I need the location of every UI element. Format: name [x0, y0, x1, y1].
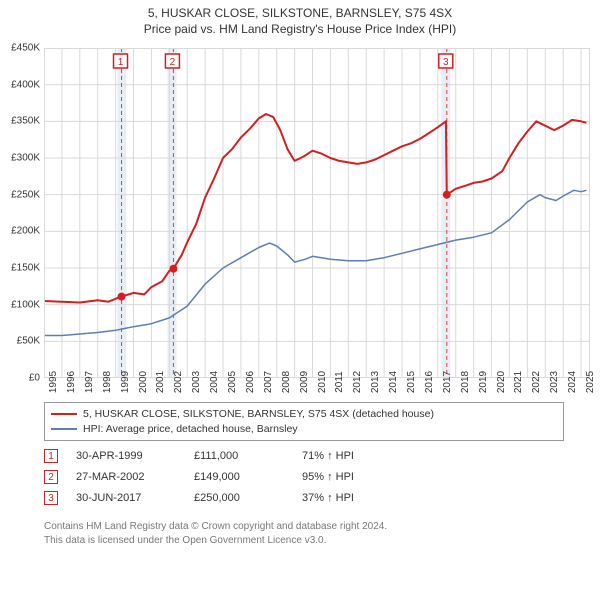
event-row: 1 30-APR-1999 £111,000 71% ↑ HPI [44, 446, 564, 467]
event-hpi: 71% ↑ HPI [302, 446, 392, 467]
y-tick-label: £300K [4, 153, 40, 164]
x-tick-label: 2013 [370, 371, 381, 393]
svg-text:1: 1 [118, 57, 124, 68]
chart-title-line1: 5, HUSKAR CLOSE, SILKSTONE, BARNSLEY, S7… [0, 6, 600, 22]
event-hpi: 37% ↑ HPI [302, 488, 392, 509]
plot-svg: 1 2 3 [44, 48, 590, 378]
x-tick-label: 2004 [209, 371, 220, 393]
x-tick-label: 1995 [48, 371, 59, 393]
y-tick-label: £0 [4, 373, 40, 384]
x-tick-label: 2007 [263, 371, 274, 393]
legend-swatch-1 [51, 413, 77, 415]
y-tick-label: £450K [4, 43, 40, 54]
event-badge: 2 [44, 470, 58, 484]
x-tick-label: 2010 [317, 371, 328, 393]
event-date: 30-JUN-2017 [76, 488, 176, 509]
footer-line1: Contains HM Land Registry data © Crown c… [44, 520, 564, 534]
legend-label: HPI: Average price, detached house, Barn… [83, 422, 298, 437]
x-tick-label: 2020 [496, 371, 507, 393]
x-tick-label: 2024 [567, 371, 578, 393]
y-tick-label: £250K [4, 189, 40, 200]
event-date: 27-MAR-2002 [76, 467, 176, 488]
chart-titles: 5, HUSKAR CLOSE, SILKSTONE, BARNSLEY, S7… [0, 0, 600, 37]
x-tick-label: 2001 [155, 371, 166, 393]
x-tick-label: 2002 [173, 371, 184, 393]
y-tick-label: £100K [4, 299, 40, 310]
x-tick-label: 2014 [388, 371, 399, 393]
x-tick-label: 1996 [66, 371, 77, 393]
x-tick-label: 2012 [352, 371, 363, 393]
x-tick-label: 2017 [442, 371, 453, 393]
x-tick-label: 1999 [120, 371, 131, 393]
event-row: 2 27-MAR-2002 £149,000 95% ↑ HPI [44, 467, 564, 488]
event-badge: 1 [44, 449, 58, 463]
footer-attribution: Contains HM Land Registry data © Crown c… [44, 520, 564, 547]
x-tick-label: 2003 [191, 371, 202, 393]
x-tick-label: 2006 [245, 371, 256, 393]
legend-swatch-2 [51, 428, 77, 430]
x-tick-label: 2009 [299, 371, 310, 393]
event-price: £111,000 [194, 446, 284, 467]
event-date: 30-APR-1999 [76, 446, 176, 467]
x-tick-label: 2000 [138, 371, 149, 393]
x-tick-label: 2015 [406, 371, 417, 393]
x-tick-label: 1998 [102, 371, 113, 393]
x-tick-label: 2011 [334, 371, 345, 393]
x-tick-label: 2005 [227, 371, 238, 393]
event-badge: 3 [44, 491, 58, 505]
svg-text:3: 3 [443, 57, 449, 68]
y-tick-label: £150K [4, 263, 40, 274]
chart-container: 5, HUSKAR CLOSE, SILKSTONE, BARNSLEY, S7… [0, 0, 600, 590]
chart-title-line2: Price paid vs. HM Land Registry's House … [0, 22, 600, 38]
x-tick-label: 2016 [424, 371, 435, 393]
footer-line2: This data is licensed under the Open Gov… [44, 534, 564, 548]
y-tick-label: £400K [4, 79, 40, 90]
y-tick-label: £350K [4, 116, 40, 127]
event-hpi: 95% ↑ HPI [302, 467, 392, 488]
event-price: £250,000 [194, 488, 284, 509]
x-tick-label: 2021 [513, 371, 524, 393]
x-tick-label: 2022 [531, 371, 542, 393]
legend-label: 5, HUSKAR CLOSE, SILKSTONE, BARNSLEY, S7… [83, 407, 434, 422]
x-tick-label: 2008 [281, 371, 292, 393]
x-tick-label: 2019 [478, 371, 489, 393]
plot-area: 1 2 3 [44, 48, 590, 378]
x-tick-label: 2018 [460, 371, 471, 393]
y-tick-label: £50K [4, 336, 40, 347]
legend-item: 5, HUSKAR CLOSE, SILKSTONE, BARNSLEY, S7… [51, 407, 557, 422]
x-tick-label: 2023 [549, 371, 560, 393]
svg-text:2: 2 [170, 57, 176, 68]
x-tick-label: 2025 [585, 371, 596, 393]
event-price: £149,000 [194, 467, 284, 488]
legend-box: 5, HUSKAR CLOSE, SILKSTONE, BARNSLEY, S7… [44, 402, 564, 441]
y-tick-label: £200K [4, 226, 40, 237]
event-row: 3 30-JUN-2017 £250,000 37% ↑ HPI [44, 488, 564, 509]
x-tick-label: 1997 [84, 371, 95, 393]
events-table: 1 30-APR-1999 £111,000 71% ↑ HPI 2 27-MAR-200… [44, 446, 564, 509]
legend-item: HPI: Average price, detached house, Barn… [51, 422, 557, 437]
